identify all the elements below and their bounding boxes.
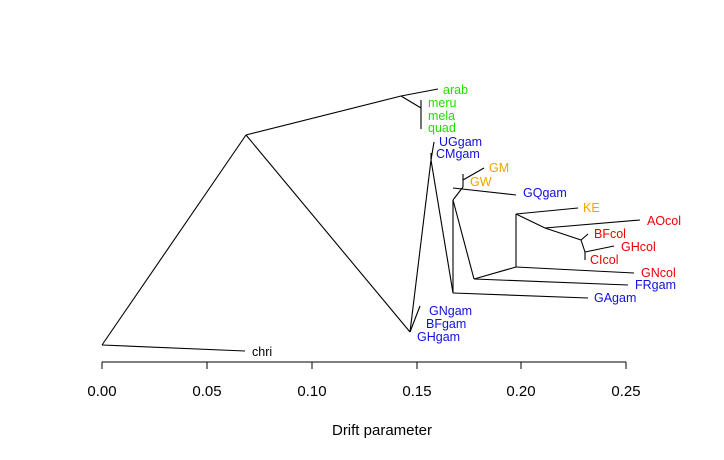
tip-label-bfcol: BFcol xyxy=(594,227,626,241)
branch-to-green-clade xyxy=(245,95,402,136)
tip-label-aocol: AOcol xyxy=(647,214,681,228)
tip-label-ke: KE xyxy=(583,201,600,215)
tip-label-meru: meru xyxy=(428,96,457,110)
branch-to-bfcol-node xyxy=(544,227,582,241)
x-axis-title: Drift parameter xyxy=(332,422,432,439)
branch-to-gambiae-group xyxy=(400,95,422,109)
tip-label-quad: quad xyxy=(428,121,456,135)
x-tick-label: 0.15 xyxy=(402,383,431,400)
tip-label-ghgam: GHgam xyxy=(417,330,460,344)
branch-to-ug-cm xyxy=(409,159,432,333)
branch-aocol xyxy=(544,219,641,229)
tip-labels: arab meru mela quad UGgam CMgam GM GW GQ… xyxy=(252,83,681,359)
tip-label-gm: GM xyxy=(489,161,509,175)
tip-label-bfgam: BFgam xyxy=(426,317,466,331)
branch-to-gh-ci xyxy=(580,239,586,253)
branch-to-aocol-node xyxy=(515,213,546,229)
branch-gqgam xyxy=(452,187,517,196)
tip-label-cicol: CIcol xyxy=(590,253,618,267)
x-tick-label: 0.20 xyxy=(506,383,535,400)
tip-label-gqgam: GQgam xyxy=(523,186,567,200)
branch-ghcol xyxy=(584,245,615,253)
tip-label-mela: mela xyxy=(428,109,455,123)
tree-branches xyxy=(101,88,641,352)
branch-to-lower-clade xyxy=(245,134,411,333)
branch-to-col-clade xyxy=(452,199,475,280)
tip-label-ghcol: GHcol xyxy=(621,240,656,254)
branch-to-col-node xyxy=(473,266,517,280)
x-tick-label: 0.10 xyxy=(297,383,326,400)
branch-root-ingroup xyxy=(101,134,247,346)
branch-gm xyxy=(462,167,485,181)
branch-ke xyxy=(515,207,579,215)
tip-label-uggam: UGgam xyxy=(439,135,482,149)
branch-to-west-clade xyxy=(430,159,454,294)
x-tick-label: 0.00 xyxy=(87,383,116,400)
x-axis: 0.00 0.05 0.10 0.15 0.20 0.25 Drift para… xyxy=(87,361,641,439)
tip-label-chri: chri xyxy=(252,345,272,359)
branch-bfcol xyxy=(580,233,589,241)
x-tick-label: 0.25 xyxy=(611,383,640,400)
branch-gh-bf-gn xyxy=(409,305,421,333)
tip-label-gw: GW xyxy=(470,175,492,189)
tip-label-gagam: GAgam xyxy=(594,291,636,305)
branch-gncol xyxy=(515,266,635,274)
tip-label-arab: arab xyxy=(443,83,468,97)
tip-label-gngam: GNgam xyxy=(429,304,472,318)
tip-label-cmgam: CMgam xyxy=(436,147,480,161)
tip-label-frgam: FRgam xyxy=(635,278,676,292)
branch-arab xyxy=(400,88,439,97)
branch-root-chri xyxy=(101,344,246,352)
branch-frgam xyxy=(473,278,629,286)
x-tick-label: 0.05 xyxy=(192,383,221,400)
branch-gagam xyxy=(452,292,589,299)
tip-label-gncol: GNcol xyxy=(641,266,676,280)
